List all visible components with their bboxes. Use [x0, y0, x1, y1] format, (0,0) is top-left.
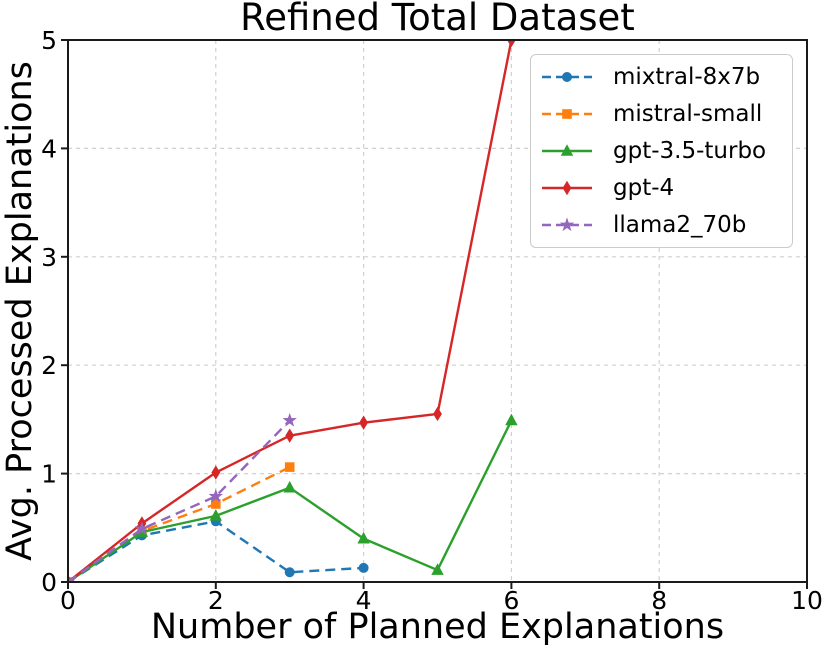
- legend-label: gpt-4: [613, 174, 675, 201]
- triangle-marker: [283, 480, 296, 493]
- star-marker: [559, 216, 575, 231]
- legend-item-mistral-small: mistral-small: [541, 101, 786, 127]
- circle-marker: [562, 72, 572, 83]
- legend-label: llama2_70b: [613, 211, 747, 238]
- series-group: [68, 40, 518, 582]
- star-marker: [68, 574, 76, 582]
- y-tick-label: 5: [41, 26, 57, 55]
- star-marker: [282, 412, 297, 427]
- legend-item-llama2_70b: llama2_70b: [541, 212, 786, 238]
- chart-title: Refined Total Dataset: [240, 0, 635, 39]
- square-marker: [284, 462, 295, 472]
- x-tick-label: 8: [651, 586, 667, 615]
- legend-line-sample: [542, 180, 592, 195]
- triangle-marker: [431, 563, 444, 575]
- series-line-llama2_70b: [68, 419, 291, 582]
- legend-label: gpt-3.5-turbo: [613, 137, 767, 164]
- legend-line-sample: [542, 109, 592, 119]
- diamond-marker: [211, 465, 221, 480]
- x-tick-label: 4: [356, 586, 372, 615]
- circle-marker: [284, 567, 295, 578]
- square-marker: [562, 109, 572, 119]
- y-tick-label: 0: [41, 568, 57, 597]
- x-axis-label: Number of Planned Explanations: [150, 607, 725, 647]
- legend-line-sample: [542, 216, 592, 231]
- series-line-gpt-4: [68, 40, 513, 582]
- diamond-marker: [285, 428, 295, 443]
- legend: mixtral-8x7b mistral-small gpt-3.5-turbo gp…: [530, 54, 793, 248]
- series-markers-llama2_70b: [68, 412, 297, 582]
- x-tick-label: 10: [791, 586, 823, 615]
- legend-label: mistral-small: [613, 101, 763, 128]
- star-marker: [134, 521, 150, 536]
- legend-line-sample: [542, 144, 592, 156]
- circle-marker: [358, 562, 369, 573]
- legend-item-gpt-3.5-turbo: gpt-3.5-turbo: [541, 138, 786, 164]
- triangle-marker: [357, 531, 370, 544]
- y-tick-label: 4: [41, 134, 57, 163]
- y-tick-label: 1: [41, 460, 57, 489]
- legend-item-gpt-4: gpt-4: [541, 175, 786, 201]
- series-line-gpt-3.5-turbo: [68, 419, 513, 582]
- diamond-marker: [562, 180, 572, 195]
- star-marker: [208, 488, 224, 503]
- x-tick-label: 0: [60, 586, 76, 615]
- axis-ticks: 0 2 4 6 8 10 0 1 2 3 4 5: [41, 26, 823, 615]
- y-tick-label: 3: [41, 243, 57, 272]
- legend-line-sample: [542, 72, 592, 83]
- axes-spines: [67, 39, 808, 583]
- diamond-marker: [433, 406, 442, 422]
- triangle-marker: [560, 144, 574, 156]
- y-tick-label: 2: [41, 351, 57, 380]
- square-marker: [211, 499, 221, 509]
- diamond-marker: [359, 415, 368, 430]
- x-tick-label: 6: [503, 586, 519, 615]
- x-tick-label: 2: [208, 586, 224, 615]
- legend-item-mixtral-8x7b: mixtral-8x7b: [541, 64, 786, 90]
- series-line-mistral-small: [68, 466, 291, 582]
- triangle-marker: [209, 509, 222, 521]
- diamond-marker: [507, 40, 516, 48]
- y-axis-label: Avg. Processed Explanations: [0, 61, 40, 561]
- series-markers-gpt-4: [68, 40, 516, 582]
- triangle-marker: [505, 413, 518, 426]
- legend-label: mixtral-8x7b: [613, 64, 761, 91]
